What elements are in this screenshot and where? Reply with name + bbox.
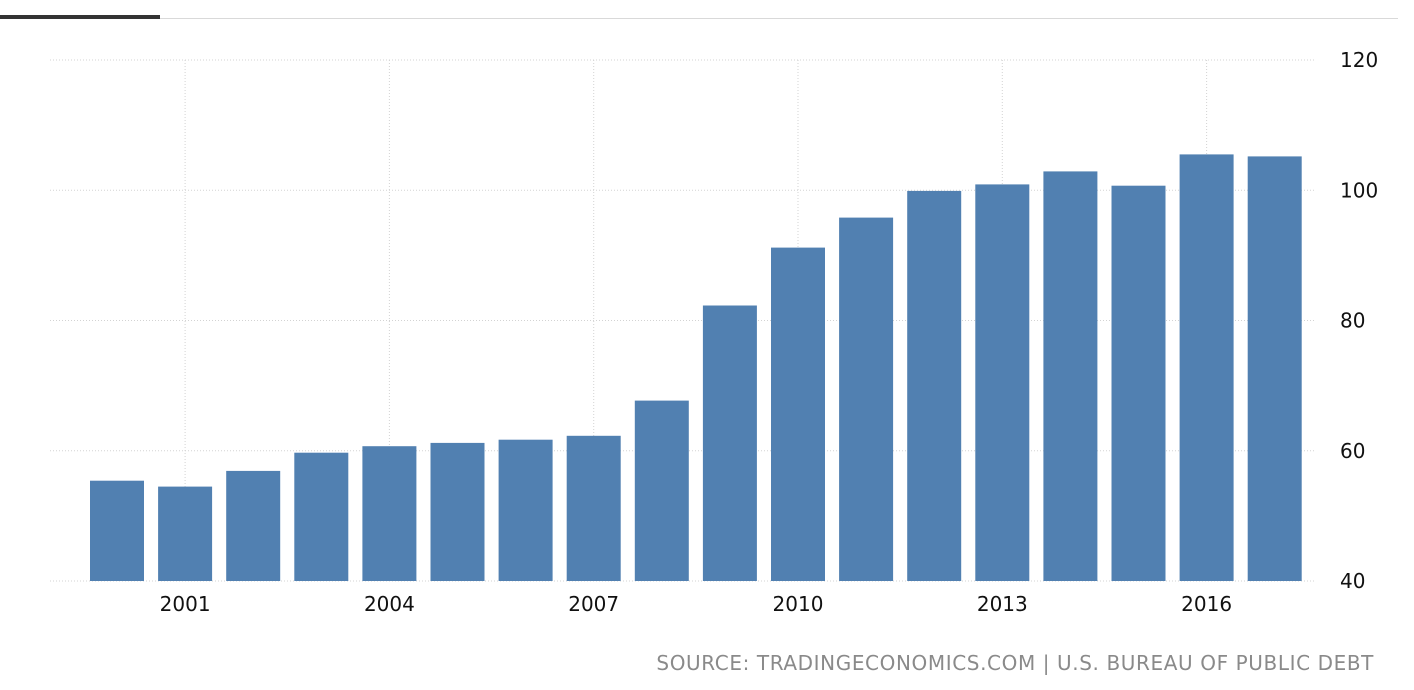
bar-2000[interactable] xyxy=(90,480,144,581)
active-tab-indicator[interactable] xyxy=(0,15,160,19)
bar-2017[interactable] xyxy=(1247,156,1302,581)
x-axis-ticks: 2001 2004 2007 2010 2013 2016 xyxy=(160,592,1232,616)
y-tick-label: 100 xyxy=(1340,178,1378,202)
y-tick-label: 120 xyxy=(1340,48,1378,72)
y-tick-label: 40 xyxy=(1340,569,1365,593)
bar-2013[interactable] xyxy=(975,184,1030,581)
y-tick-label: 60 xyxy=(1340,439,1365,463)
x-tick-label: 2007 xyxy=(568,592,619,616)
bar-2006[interactable] xyxy=(498,439,553,581)
x-tick-label: 2001 xyxy=(160,592,211,616)
x-tick-label: 2013 xyxy=(977,592,1028,616)
bar-2002[interactable] xyxy=(226,470,281,581)
bar-2003[interactable] xyxy=(294,452,349,581)
bar-2011[interactable] xyxy=(839,217,894,581)
bar-2001[interactable] xyxy=(158,486,213,581)
bar-2014[interactable] xyxy=(1043,171,1098,581)
bar-2005[interactable] xyxy=(430,442,485,581)
y-tick-label: 80 xyxy=(1340,309,1365,333)
x-tick-label: 2016 xyxy=(1181,592,1232,616)
bar-2004[interactable] xyxy=(362,446,417,581)
x-tick-label: 2010 xyxy=(773,592,824,616)
bar-2009[interactable] xyxy=(702,305,757,582)
y-axis-ticks: 40 60 80 100 120 xyxy=(1340,48,1378,593)
top-divider xyxy=(0,18,1398,19)
source-attribution: SOURCE: TRADINGECONOMICS.COM | U.S. BURE… xyxy=(656,651,1374,675)
bar-series xyxy=(90,154,1302,581)
bar-2015[interactable] xyxy=(1111,185,1166,581)
bar-2016[interactable] xyxy=(1179,154,1234,581)
bar-2012[interactable] xyxy=(907,190,962,581)
bar-2008[interactable] xyxy=(634,400,689,581)
bar-2007[interactable] xyxy=(566,435,621,581)
bar-2010[interactable] xyxy=(771,247,825,581)
x-tick-label: 2004 xyxy=(364,592,415,616)
